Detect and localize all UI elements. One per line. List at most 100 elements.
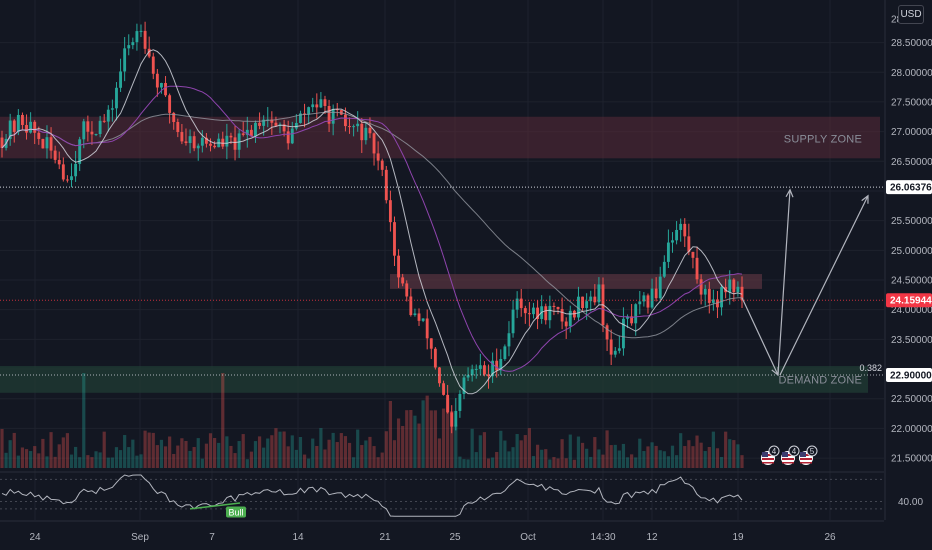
volume-bar	[282, 431, 286, 468]
event-badge[interactable]: 4	[761, 445, 780, 465]
event-badge[interactable]: 4	[781, 445, 800, 465]
candle-body	[70, 176, 73, 181]
candle-body	[736, 286, 740, 293]
arrowhead-up-1	[785, 188, 794, 198]
time-axis[interactable]: 24 Sep 7 14 21 25 Oct 14:30 12 19 26	[0, 520, 884, 543]
candle	[597, 277, 601, 305]
candle-body	[176, 121, 180, 133]
candle	[417, 308, 421, 326]
candle	[519, 288, 523, 317]
candle-body	[61, 164, 65, 180]
volume-bar	[352, 457, 356, 468]
candle-body	[699, 279, 703, 295]
time-tick-label: 14:30	[590, 532, 615, 543]
volume-bar	[585, 448, 589, 468]
candle	[299, 110, 302, 124]
volume-bar	[307, 458, 311, 468]
volume-bar	[535, 444, 540, 468]
volume-bar	[229, 445, 233, 468]
candle	[82, 118, 86, 149]
resistance-box	[390, 274, 762, 289]
volume-bar	[172, 453, 176, 468]
candle-body	[49, 137, 53, 151]
volume-bar	[707, 446, 711, 468]
volume-bar	[491, 457, 495, 468]
candle	[532, 302, 535, 319]
flag-stripe	[762, 462, 774, 464]
volume-bar	[605, 430, 609, 468]
volume-bar	[572, 459, 576, 468]
currency-badge[interactable]: USD	[898, 5, 924, 24]
candle-body	[626, 316, 629, 319]
volume-bar	[327, 439, 331, 468]
volume-bar	[413, 415, 417, 468]
candle-body	[675, 229, 679, 241]
volume-bar	[458, 456, 462, 468]
candle-body	[315, 104, 319, 108]
candle	[164, 76, 167, 97]
candle	[21, 112, 24, 130]
volume-bar	[225, 436, 229, 468]
candle-body	[331, 108, 335, 124]
candle	[393, 216, 396, 267]
volume-bar	[617, 450, 621, 468]
candle-body	[593, 296, 597, 303]
candle-body	[290, 128, 294, 144]
candle	[630, 303, 634, 326]
candle	[438, 366, 441, 387]
candle-body	[556, 306, 560, 310]
event-badge[interactable]: 5	[799, 445, 818, 465]
candle	[368, 117, 372, 139]
candle	[683, 218, 687, 247]
candle-body	[491, 360, 495, 377]
volume-bar	[176, 445, 180, 468]
candle-body	[57, 159, 61, 165]
candle	[523, 305, 527, 324]
volume-bar	[724, 431, 728, 468]
candle	[90, 121, 94, 145]
candle-body	[421, 318, 425, 321]
candle-body	[155, 73, 159, 88]
candle-body	[450, 412, 454, 427]
event-badges[interactable]: 4 4 5	[761, 445, 818, 465]
candle-body	[249, 129, 253, 137]
volume-bar	[274, 428, 278, 468]
candle-body	[12, 120, 16, 132]
candle	[204, 133, 208, 148]
price-axis[interactable]: 21.50000 22.00000 22.50000 23.50000 24.00000…	[884, 0, 932, 520]
candle-body	[622, 318, 625, 349]
volume-bar	[531, 456, 536, 468]
time-tick-label: 7	[209, 532, 215, 543]
volume-bar	[335, 442, 339, 468]
candle	[675, 221, 679, 245]
candle	[491, 352, 495, 383]
volume-bar	[691, 446, 695, 468]
volume-bar	[388, 401, 392, 468]
supply-zone-label: SUPPLY ZONE	[784, 134, 862, 146]
volume-bar	[728, 439, 732, 468]
volume-bar	[601, 454, 605, 468]
candle	[544, 303, 548, 325]
candle-body	[127, 45, 131, 49]
candle-body	[433, 348, 437, 368]
candle	[454, 398, 458, 431]
candle	[425, 309, 429, 350]
candle	[695, 246, 699, 284]
time-tick-label: 24	[29, 532, 41, 543]
candle-body	[658, 276, 662, 299]
candle	[86, 115, 90, 142]
candle	[61, 157, 65, 182]
candle-body	[417, 313, 421, 321]
candle-body	[711, 299, 715, 303]
oscillator-pane: Bull 40.00	[0, 471, 923, 518]
candle	[49, 127, 53, 159]
current-price-tag-bg	[886, 293, 932, 308]
volume-bar	[499, 430, 503, 468]
volume-bar	[184, 440, 188, 468]
price-tick-label: 25.00000	[891, 246, 932, 257]
volume-bar	[674, 455, 679, 468]
candle	[732, 278, 736, 302]
volume-bar	[630, 454, 634, 468]
volume-bar	[82, 373, 86, 468]
